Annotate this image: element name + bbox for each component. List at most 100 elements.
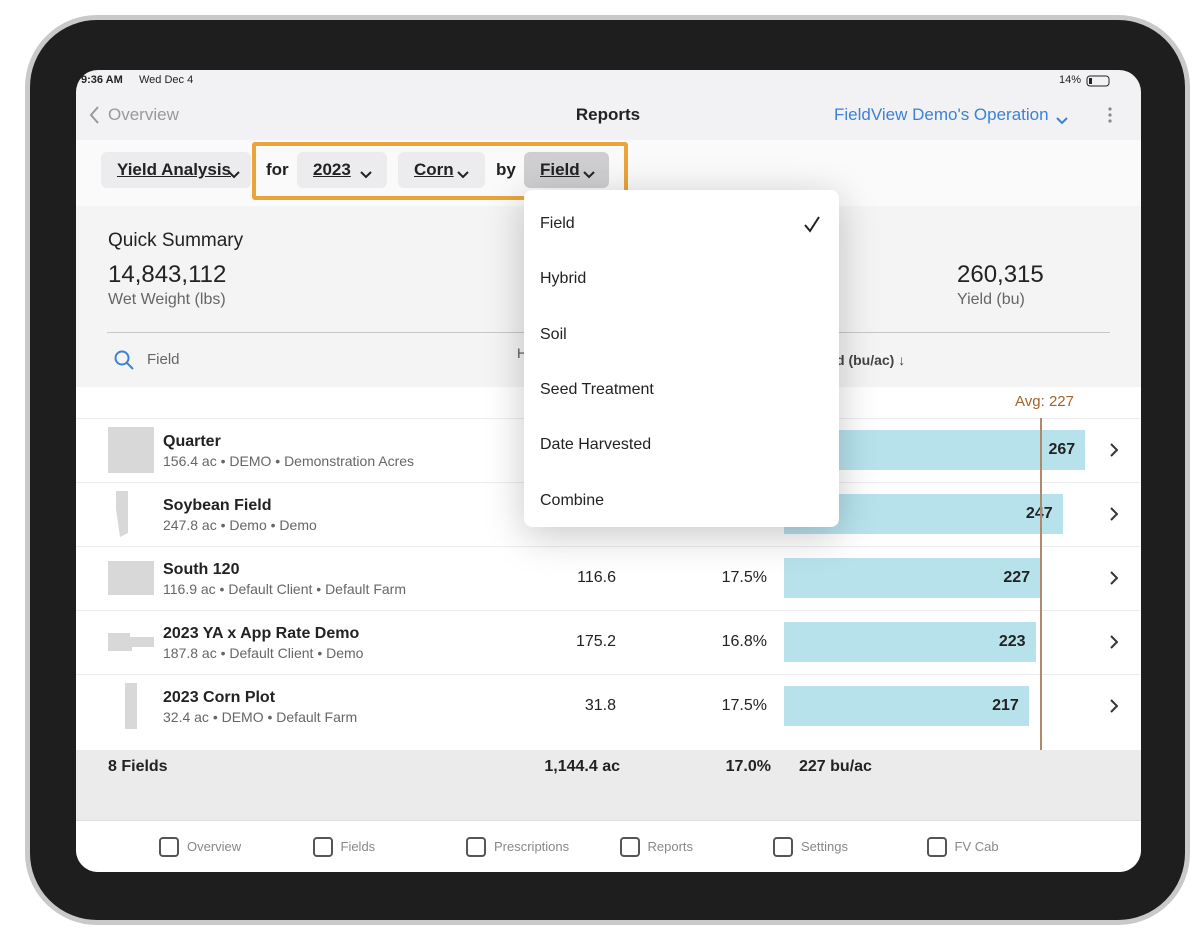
tab-icon[interactable] — [158, 836, 180, 858]
status-time: 9:36 AM — [81, 74, 123, 86]
field-name[interactable]: South 120 — [163, 561, 240, 578]
year-filter[interactable]: 2023 — [313, 160, 351, 179]
row-divider — [76, 546, 1141, 547]
field-name[interactable]: Soybean Field — [163, 497, 272, 514]
area-cell: 116.6 — [577, 569, 616, 586]
field-thumbnail — [108, 425, 154, 475]
field-name[interactable]: Quarter — [163, 433, 221, 450]
status-date: Wed Dec 4 — [139, 74, 194, 86]
chevron-down — [360, 166, 372, 179]
tab-bar — [76, 820, 1141, 872]
field-thumbnail — [108, 553, 154, 603]
summary-label: Wet Weight (lbs) — [108, 291, 226, 308]
tab-label[interactable]: Reports — [647, 839, 694, 854]
average-label: Avg: 227 — [1015, 393, 1074, 410]
row-chevron[interactable] — [1110, 443, 1119, 457]
footer-bg — [76, 750, 1141, 820]
group-chip[interactable] — [524, 152, 609, 188]
column-header: H — [517, 345, 528, 361]
area-cell: 175.2 — [575, 633, 616, 650]
moisture-cell: 17.5% — [721, 569, 767, 586]
group-dropdown — [524, 190, 839, 527]
screen: 9:36 AM Wed Dec 4 14% Overview Reports FieldV… — [76, 70, 1141, 872]
tab-label[interactable]: Settings — [801, 839, 848, 854]
year-chip[interactable] — [297, 152, 387, 188]
more-menu[interactable] — [1106, 106, 1114, 124]
summary-label: Yield (bu) — [957, 291, 1025, 308]
row-chevron[interactable] — [1110, 699, 1119, 713]
footer-cell: 17.0% — [725, 758, 771, 775]
average-line — [1040, 418, 1043, 750]
back-chevron[interactable] — [89, 106, 99, 124]
back-link[interactable]: Overview — [108, 105, 179, 124]
field-name[interactable]: 2023 YA x App Rate Demo — [163, 625, 360, 642]
crop-chip[interactable] — [398, 152, 485, 188]
tab-label[interactable]: Fields — [340, 839, 376, 854]
footer-cell: 227 bu/ac — [799, 758, 872, 775]
yield-value: 247 — [1026, 503, 1053, 525]
tab-icon[interactable] — [772, 836, 794, 858]
battery-text: 14% — [1058, 74, 1081, 86]
field-thumbnail — [108, 617, 154, 667]
search-icon[interactable] — [114, 350, 134, 370]
footer-cell: 8 Fields — [108, 758, 168, 775]
tab-label[interactable]: Prescriptions — [494, 839, 570, 854]
field-details: 116.9 ac • Default Client • Default Farm — [163, 581, 406, 597]
yield-value: 223 — [998, 633, 1026, 650]
group-filter[interactable]: Field — [540, 160, 580, 179]
row-chevron[interactable] — [1110, 571, 1119, 585]
dropdown-item[interactable]: Date Harvested — [540, 436, 652, 454]
row-chevron[interactable] — [1110, 635, 1119, 649]
search-field[interactable]: Field — [147, 351, 180, 368]
dropdown-item[interactable]: Combine — [540, 491, 605, 509]
for-label: for — [266, 160, 289, 179]
chevron-down — [583, 166, 595, 179]
field-name[interactable]: 2023 Corn Plot — [163, 689, 276, 706]
column-header[interactable]: d (bu/ac) ↓ — [836, 352, 906, 368]
row-divider — [76, 610, 1141, 611]
moisture-cell: 17.5% — [721, 697, 767, 714]
selected-check — [803, 215, 821, 233]
report-filter[interactable]: Yield Analysis — [117, 160, 232, 179]
tab-icon[interactable] — [619, 836, 641, 858]
field-details: 247.8 ac • Demo • Demo — [163, 517, 317, 533]
yield-value: 217 — [992, 697, 1019, 714]
dropdown-item[interactable]: Seed Treatment — [540, 380, 654, 398]
field-details: 32.4 ac • DEMO • Default Farm — [163, 709, 358, 725]
yield-bar — [784, 558, 1041, 598]
yield-value: 267 — [1048, 441, 1076, 458]
moisture-cell: 16.8% — [721, 633, 767, 650]
dropdown-item[interactable]: Field — [540, 215, 575, 232]
row-divider — [76, 674, 1141, 675]
field-details: 156.4 ac • DEMO • Demonstration Acres — [163, 453, 415, 469]
report-chip[interactable] — [101, 152, 251, 188]
yield-bar — [784, 622, 1036, 662]
row-chevron[interactable] — [1110, 507, 1119, 521]
summary-value: 14,843,112 — [108, 261, 227, 288]
tab-label[interactable]: Overview — [187, 839, 242, 854]
field-details: 187.8 ac • Default Client • Demo — [163, 645, 364, 661]
footer-cell: 1,144.4 ac — [544, 758, 620, 775]
field-thumbnail — [108, 681, 154, 731]
yield-bar — [784, 686, 1029, 726]
by-label: by — [496, 160, 516, 179]
nav-title: Reports — [575, 105, 641, 124]
area-cell: 31.8 — [584, 697, 616, 714]
crop-filter[interactable]: Corn — [414, 160, 454, 179]
chevron-down — [457, 166, 469, 179]
battery-icon — [1086, 74, 1112, 87]
yield-value: 227 — [1003, 569, 1031, 586]
tab-icon[interactable] — [926, 836, 948, 858]
tab-label[interactable]: FV Cab — [954, 839, 999, 854]
dropdown-item[interactable]: Hybrid — [540, 270, 587, 288]
tab-icon[interactable] — [312, 836, 334, 858]
tab-icon[interactable] — [465, 836, 487, 858]
dropdown-item[interactable]: Soil — [540, 325, 567, 343]
operation-menu[interactable]: FieldView Demo's Operation — [834, 105, 1049, 124]
chevron-down — [1056, 112, 1068, 125]
chevron-down — [228, 166, 240, 179]
highlight-box — [252, 142, 628, 200]
summary-value: 260,315 — [957, 261, 1044, 288]
field-thumbnail — [108, 489, 154, 539]
